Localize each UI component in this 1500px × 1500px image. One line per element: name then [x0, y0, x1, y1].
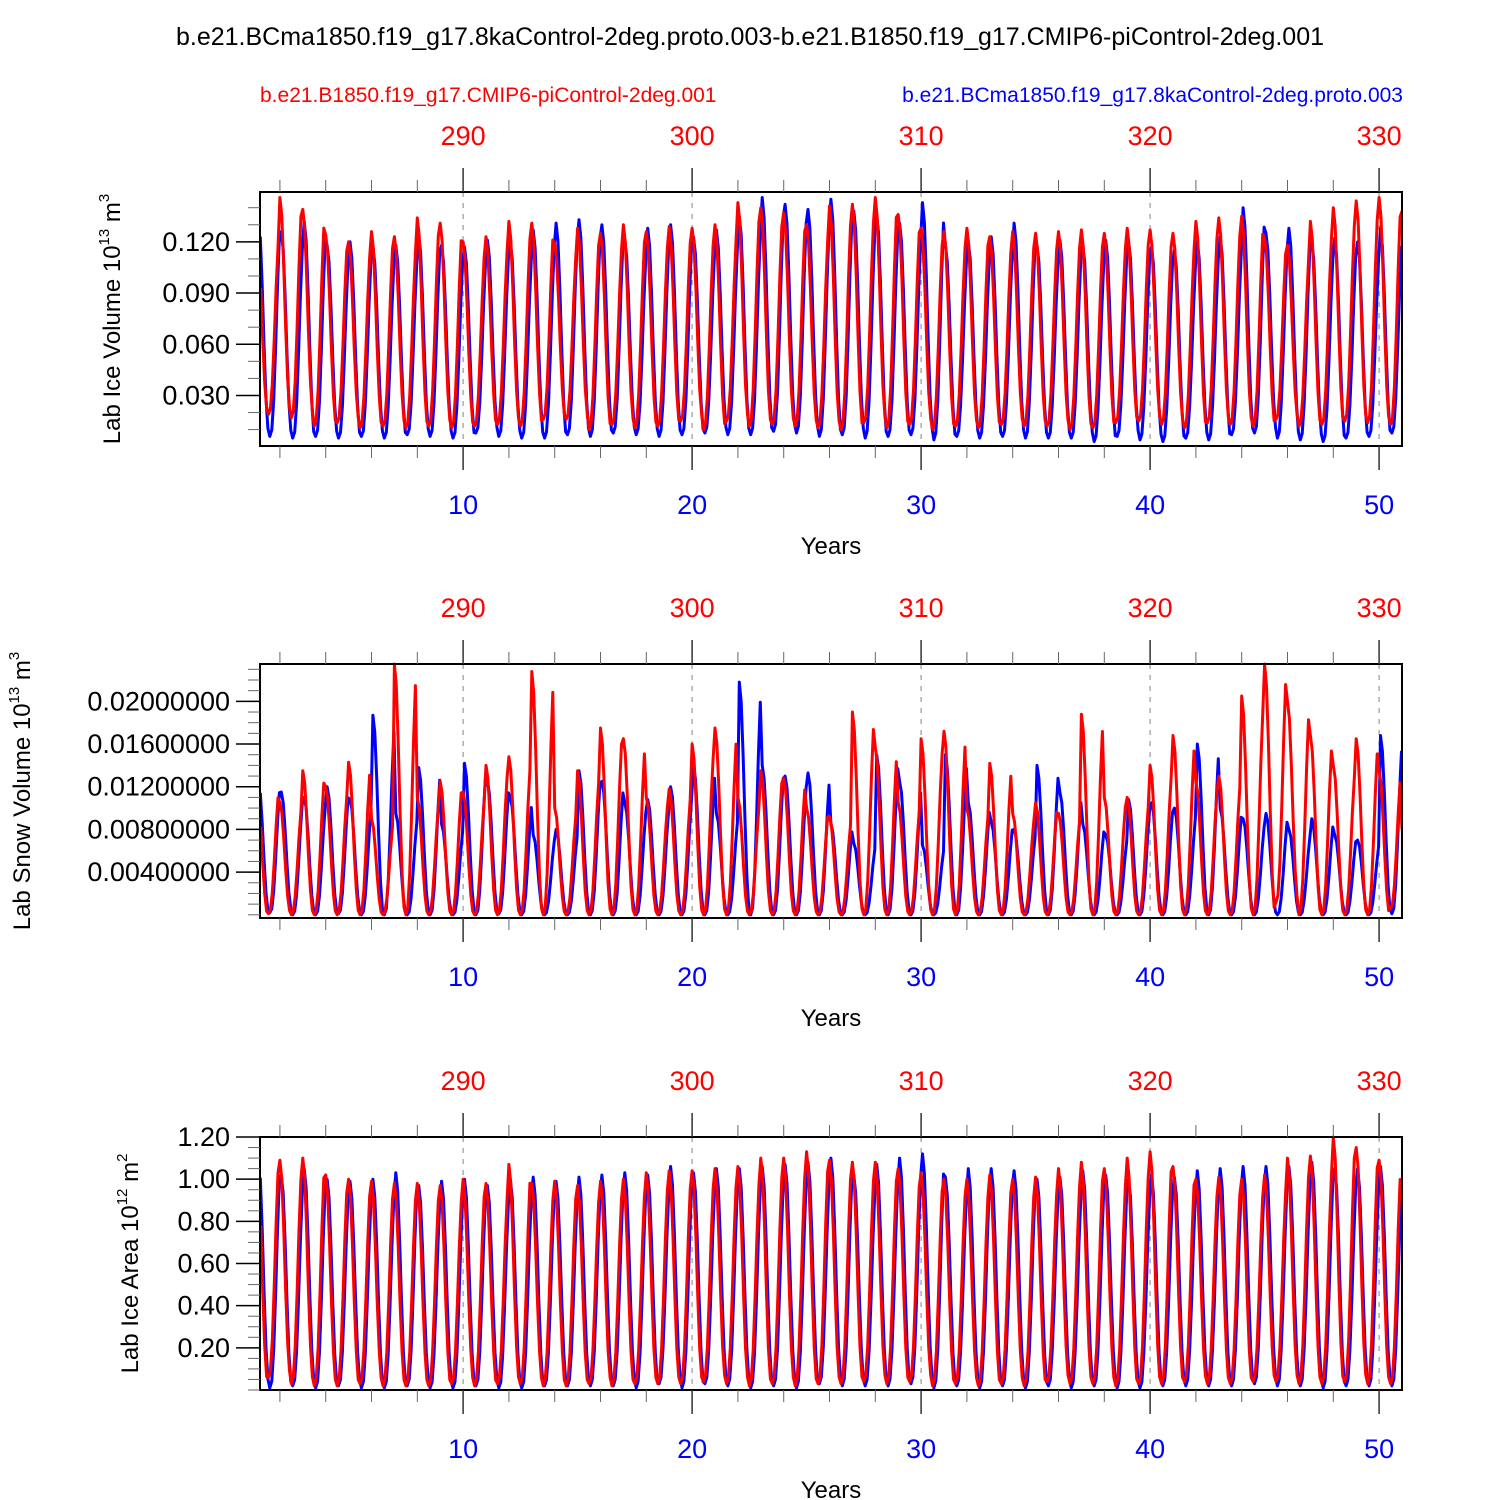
x-tick-label-top: 300	[670, 593, 715, 623]
legend-label-blue-case: b.e21.BCma1850.f19_g17.8kaControl-2deg.p…	[902, 84, 1403, 107]
plot-frame	[259, 191, 1403, 447]
y-tick-label: 0.030	[162, 380, 230, 410]
y-tick-label: 0.060	[162, 329, 230, 359]
y-tick-label: 1.20	[177, 1122, 230, 1152]
y-axis-label: Lab Snow Volume 1013 m3	[6, 652, 36, 931]
legend-label-red-case: b.e21.B1850.f19_g17.CMIP6-piControl-2deg…	[260, 84, 716, 107]
y-tick-label: 0.01600000	[87, 729, 230, 759]
x-tick-label-bottom: 20	[677, 490, 707, 520]
x-tick-label-bottom: 50	[1364, 962, 1394, 992]
x-axis-label: Years	[801, 1477, 862, 1500]
x-tick-label-top: 290	[441, 121, 486, 151]
x-tick-label-top: 320	[1128, 1066, 1173, 1096]
y-tick-label: 0.80	[177, 1206, 230, 1236]
y-label-main: Lab Ice Volume 10	[99, 245, 126, 444]
x-tick-label-bottom: 20	[677, 1434, 707, 1464]
y-tick-label: 0.40	[177, 1291, 230, 1321]
x-tick-label-bottom: 40	[1135, 962, 1165, 992]
y-tick-label: 1.00	[177, 1164, 230, 1194]
x-tick-label-top: 310	[899, 593, 944, 623]
x-tick-label-bottom: 10	[448, 490, 478, 520]
x-tick-label-bottom: 10	[448, 1434, 478, 1464]
y-label-main: Lab Snow Volume 10	[9, 703, 36, 930]
y-axis-label: Lab Ice Volume 1013 m3	[96, 194, 126, 445]
panel-1: 0.030 0.060 0.090 0.120 10 290 20 300 30 310 40 320…	[96, 121, 1403, 560]
x-tick-label-top: 330	[1357, 1066, 1402, 1096]
series-line-red	[260, 1135, 1402, 1388]
y-label-exponent: 13	[96, 229, 113, 246]
y-tick-label: 0.60	[177, 1249, 230, 1279]
x-tick-label-bottom: 20	[677, 962, 707, 992]
panels-container: 0.0300.0600.0900.12010290203003031040320…	[6, 121, 1403, 1500]
series-line-red	[260, 196, 1402, 432]
x-tick-label-top: 290	[441, 593, 486, 623]
x-tick-label-top: 310	[899, 1066, 944, 1096]
y-axis-label: Lab Ice Area 1012 m2	[114, 1154, 144, 1374]
y-label-unit-exponent: 3	[6, 652, 23, 660]
x-tick-label-top: 300	[670, 1066, 715, 1096]
y-tick-label: 0.20	[177, 1333, 230, 1363]
x-tick-label-top: 290	[441, 1066, 486, 1096]
y-label-unit: m	[117, 1162, 144, 1189]
y-tick-label: 0.00800000	[87, 814, 230, 844]
x-tick-label-top: 330	[1357, 593, 1402, 623]
x-axis-label: Years	[801, 1005, 862, 1032]
x-tick-label-bottom: 30	[906, 962, 936, 992]
panel-3: 0.20 0.40 0.60 0.80 1.00 1.20 10 290 20 300 30 310 4…	[114, 1066, 1403, 1500]
series-line-blue	[260, 680, 1402, 917]
y-tick-label: 0.02000000	[87, 686, 230, 716]
y-label-unit-exponent: 2	[114, 1154, 131, 1162]
x-tick-label-bottom: 40	[1135, 1434, 1165, 1464]
y-label-exponent: 13	[6, 687, 23, 704]
y-label-main: Lab Ice Area 10	[117, 1205, 144, 1373]
x-axis-label: Years	[801, 533, 862, 560]
x-tick-label-top: 300	[670, 121, 715, 151]
y-label-unit-exponent: 3	[96, 194, 113, 202]
panel-2: 0.00400000 0.00800000 0.01200000 0.01600000…	[6, 593, 1403, 1032]
x-tick-label-top: 310	[899, 121, 944, 151]
y-label-unit: m	[99, 202, 126, 229]
y-tick-label: 0.00400000	[87, 857, 230, 887]
x-tick-label-bottom: 50	[1364, 490, 1394, 520]
y-label-unit: m	[9, 660, 36, 687]
x-tick-label-bottom: 30	[906, 1434, 936, 1464]
x-tick-label-bottom: 50	[1364, 1434, 1394, 1464]
x-tick-label-top: 330	[1357, 121, 1402, 151]
y-tick-label: 0.120	[162, 227, 230, 257]
x-tick-label-bottom: 10	[448, 962, 478, 992]
x-tick-label-bottom: 40	[1135, 490, 1165, 520]
plot-frame	[259, 663, 1403, 919]
series-line-red	[260, 662, 1402, 917]
x-tick-label-top: 320	[1128, 121, 1173, 151]
y-label-exponent: 12	[114, 1189, 131, 1206]
x-tick-label-top: 320	[1128, 593, 1173, 623]
x-tick-label-bottom: 30	[906, 490, 936, 520]
figure-title: b.e21.BCma1850.f19_g17.8kaControl-2deg.p…	[176, 23, 1324, 51]
y-tick-label: 0.090	[162, 278, 230, 308]
y-tick-label: 0.01200000	[87, 772, 230, 802]
